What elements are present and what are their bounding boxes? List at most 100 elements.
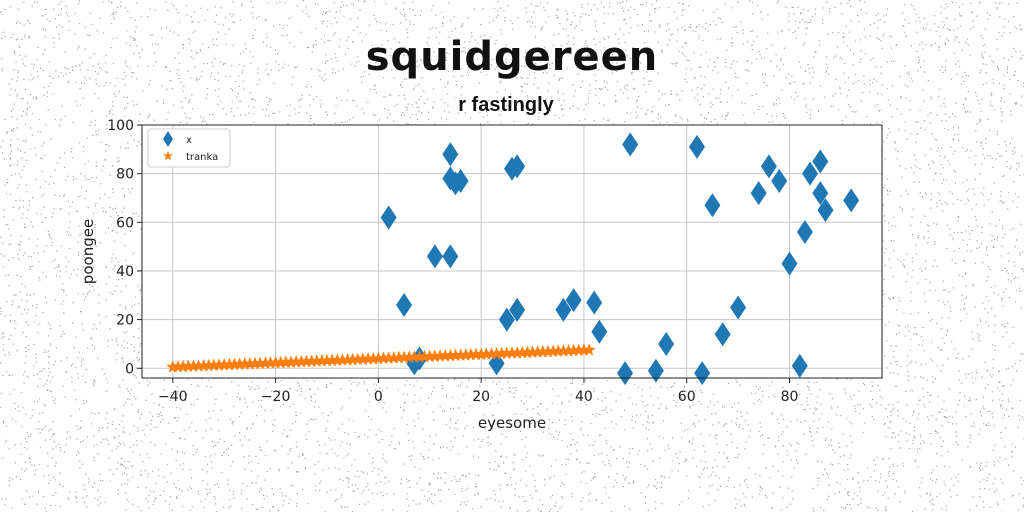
- series-x-points: [380, 132, 860, 386]
- data-point-tranka: [561, 343, 576, 357]
- data-point-tranka: [551, 344, 565, 357]
- series-tranka-points: [166, 343, 596, 373]
- data-point-x: [647, 358, 664, 383]
- data-point-tranka: [258, 356, 272, 369]
- x-tick-label: 40: [575, 389, 593, 405]
- data-point-x: [396, 293, 413, 318]
- data-point-x: [689, 134, 705, 159]
- data-point-x: [442, 244, 459, 269]
- data-point-x: [426, 244, 443, 269]
- data-point-x: [750, 181, 767, 206]
- y-tick-label: 100: [107, 118, 134, 134]
- x-tick-label: 0: [374, 389, 383, 405]
- data-point-x: [802, 161, 819, 186]
- data-point-tranka: [279, 355, 293, 369]
- y-tick-label: 0: [125, 361, 134, 377]
- data-point-tranka: [567, 343, 581, 357]
- legend-label-x: x: [186, 135, 192, 146]
- data-point-tranka: [577, 343, 591, 356]
- data-point-tranka: [217, 357, 231, 371]
- chart-title: squidgereen: [365, 34, 659, 80]
- data-point-tranka: [556, 344, 571, 357]
- legend-diamond-icon: [163, 131, 173, 147]
- data-point-tranka: [500, 346, 514, 360]
- x-tick-label: −40: [158, 389, 188, 405]
- data-point-tranka: [248, 356, 262, 370]
- chart-subtitle: r fastingly: [458, 94, 554, 116]
- data-point-tranka: [299, 354, 314, 368]
- data-point-tranka: [397, 350, 411, 364]
- y-axis-label: poongee: [79, 219, 97, 284]
- x-tick-label: 80: [781, 389, 799, 405]
- x-tick-label: 60: [678, 389, 696, 405]
- y-tick-label: 20: [116, 313, 134, 329]
- data-point-x: [617, 361, 634, 386]
- data-point-x: [555, 297, 572, 322]
- y-tick-label: 40: [116, 264, 134, 280]
- data-point-x: [442, 142, 459, 167]
- data-point-x: [812, 181, 829, 206]
- x-tick-label: −20: [261, 389, 291, 405]
- data-point-tranka: [515, 345, 529, 359]
- legend-label-tranka: tranka: [186, 152, 218, 163]
- data-point-x: [622, 132, 639, 157]
- data-point-x: [760, 154, 777, 179]
- data-point-x: [452, 168, 469, 193]
- data-point-tranka: [330, 353, 344, 366]
- data-point-tranka: [459, 348, 473, 361]
- data-point-x: [843, 188, 860, 213]
- data-point-x: [812, 149, 829, 174]
- data-point-tranka: [171, 359, 185, 373]
- data-point-tranka: [531, 345, 545, 358]
- data-point-x: [791, 353, 808, 378]
- data-point-tranka: [232, 357, 247, 370]
- data-point-tranka: [469, 347, 483, 361]
- legend-star-icon: [163, 151, 173, 161]
- data-point-tranka: [284, 355, 298, 368]
- data-point-tranka: [335, 353, 350, 366]
- data-point-tranka: [176, 359, 190, 373]
- y-tick-label: 60: [116, 215, 134, 231]
- legend: x tranka: [147, 128, 231, 168]
- data-point-tranka: [356, 352, 370, 365]
- data-point-tranka: [428, 349, 442, 362]
- data-point-tranka: [412, 349, 427, 363]
- data-point-tranka: [191, 359, 206, 372]
- data-point-tranka: [289, 355, 303, 368]
- data-point-tranka: [238, 357, 252, 370]
- data-point-x: [694, 361, 711, 386]
- data-point-tranka: [294, 354, 308, 368]
- data-point-tranka: [402, 350, 416, 364]
- y-axis-ticks: 0 20 40 60 80 100: [107, 118, 142, 377]
- data-point-tranka: [166, 360, 180, 373]
- data-point-tranka: [505, 346, 519, 359]
- data-point-x: [704, 193, 721, 218]
- data-point-tranka: [489, 346, 504, 360]
- data-point-tranka: [484, 347, 499, 360]
- data-point-tranka: [304, 354, 319, 368]
- data-point-tranka: [520, 345, 535, 359]
- data-point-x: [498, 307, 515, 332]
- data-point-x: [796, 220, 813, 245]
- legend-marker-tranka: [163, 151, 173, 161]
- data-point-x: [380, 205, 397, 230]
- data-point-x: [658, 331, 675, 356]
- plot-border: [141, 124, 883, 379]
- data-point-tranka: [546, 344, 560, 358]
- data-point-x: [591, 319, 608, 344]
- data-point-x: [730, 295, 747, 320]
- data-point-tranka: [423, 349, 437, 363]
- data-point-tranka: [453, 348, 468, 361]
- data-point-tranka: [320, 353, 334, 367]
- data-point-tranka: [274, 355, 288, 369]
- data-point-tranka: [202, 358, 216, 372]
- data-point-tranka: [366, 351, 380, 365]
- data-point-tranka: [382, 351, 396, 364]
- data-point-tranka: [376, 351, 391, 365]
- y-tick-label: 80: [116, 167, 134, 183]
- x-axis-ticks: −40 −20 0 20 40 60 80: [158, 378, 798, 405]
- data-point-tranka: [340, 352, 355, 366]
- data-point-tranka: [474, 347, 488, 361]
- data-point-x: [586, 290, 603, 315]
